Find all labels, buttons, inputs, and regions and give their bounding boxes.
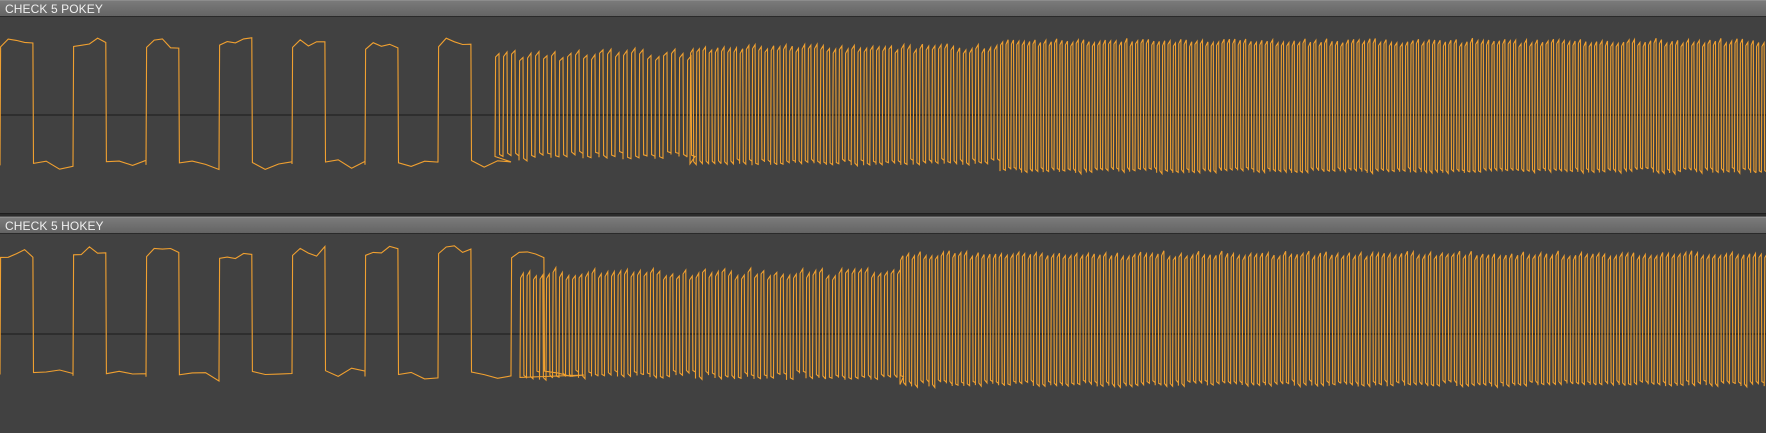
waveform-path (0, 37, 1766, 176)
waveform-view[interactable] (0, 234, 1766, 433)
waveform-view[interactable] (0, 17, 1766, 213)
waveform-display (0, 37, 1766, 176)
track-title: CHECK 5 POKEY (5, 2, 103, 16)
track-separator[interactable] (0, 213, 1766, 217)
track-pokey[interactable]: CHECK 5 POKEY (0, 0, 1766, 213)
waveform-path (0, 245, 1766, 390)
waveform-display (0, 245, 1766, 390)
track-header[interactable]: CHECK 5 POKEY (0, 0, 1766, 17)
track-title: CHECK 5 HOKEY (5, 219, 104, 233)
track-hokey[interactable]: CHECK 5 HOKEY (0, 217, 1766, 433)
track-header[interactable]: CHECK 5 HOKEY (0, 217, 1766, 234)
